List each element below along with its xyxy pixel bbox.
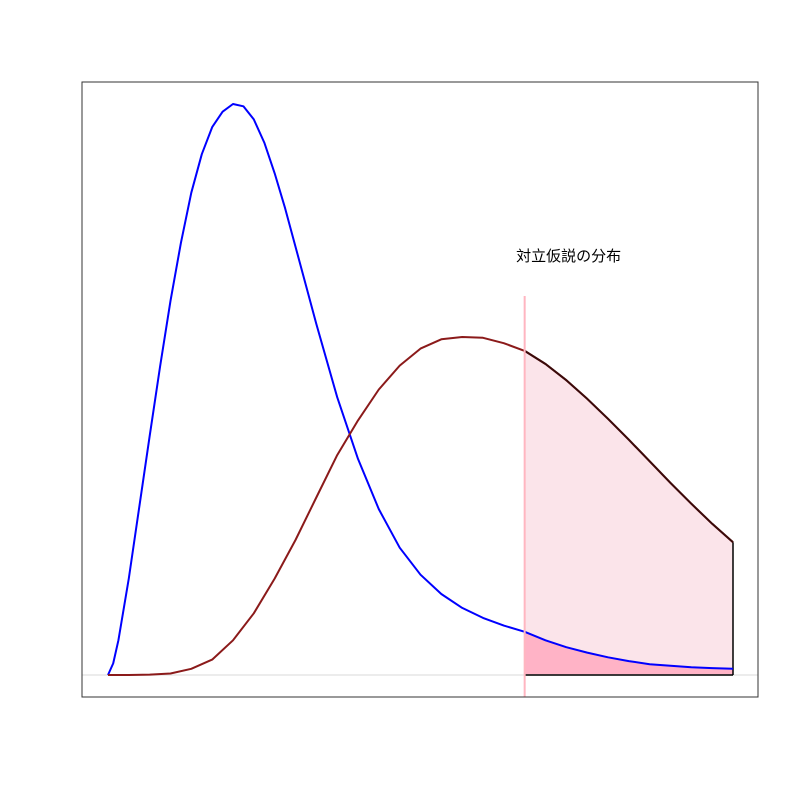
rejection-region-fills xyxy=(524,350,733,675)
null-rejection-fill xyxy=(524,631,733,675)
annotation-alternative-distribution: 対立仮説の分布 xyxy=(516,247,621,265)
null-distribution-curve xyxy=(107,103,734,676)
alternative-power-fill xyxy=(524,350,733,675)
alternative-curve-region-edge xyxy=(524,350,734,544)
density-curves xyxy=(107,103,734,676)
rejection-region-edges xyxy=(524,542,734,676)
plot-frame xyxy=(81,81,759,698)
